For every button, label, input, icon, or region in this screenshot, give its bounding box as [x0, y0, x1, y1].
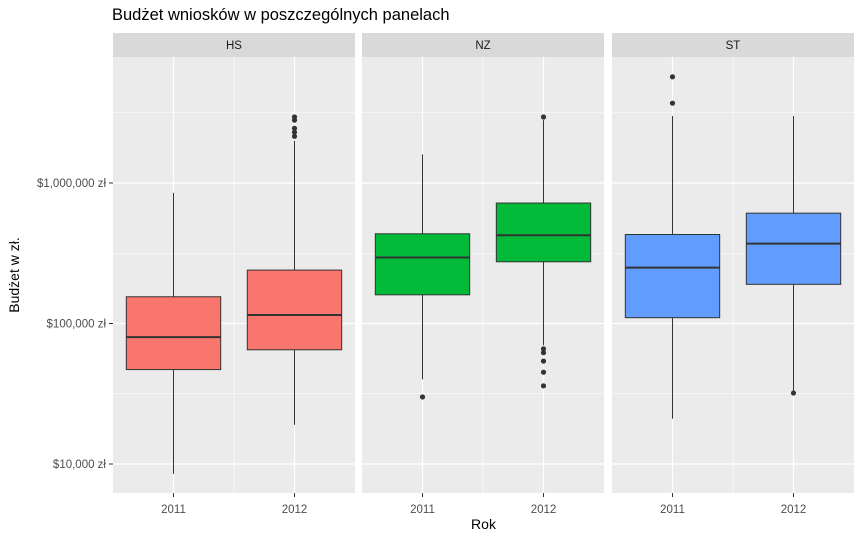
- x-tick-label: 2011: [410, 504, 435, 516]
- box: [745, 212, 842, 285]
- panel-nz: NZ 2011 2012: [362, 33, 604, 516]
- outlier-point: [540, 358, 547, 364]
- outlier-point: [291, 129, 298, 135]
- y-tick-label: $100,000 zł: [47, 319, 107, 331]
- boxplot-2012: [246, 114, 343, 425]
- x-axis-title: Rok: [471, 516, 497, 532]
- outlier-point: [790, 390, 797, 396]
- boxplot-2012: [495, 114, 592, 389]
- outlier-point: [540, 114, 547, 120]
- outlier-point: [669, 74, 676, 80]
- x-tick-label: 2012: [781, 504, 807, 516]
- outlier-point: [540, 383, 547, 389]
- facet-label: HS: [226, 40, 242, 52]
- facet-strip: [362, 33, 604, 57]
- outlier-point: [669, 100, 676, 106]
- outlier-point: [291, 133, 298, 139]
- x-tick-label: 2011: [660, 504, 685, 516]
- outlier-point: [540, 350, 547, 356]
- x-tick-label: 2011: [161, 504, 186, 516]
- outlier-point: [419, 394, 426, 400]
- facet-label: NZ: [475, 40, 490, 52]
- panel-hs: HS 2011 2012: [113, 33, 355, 516]
- box: [495, 202, 592, 263]
- box: [125, 296, 222, 371]
- y-tick-label: $1,000,000 zł: [37, 178, 107, 190]
- facet-strip: [113, 33, 355, 57]
- x-tick-label: 2012: [531, 504, 557, 516]
- box: [374, 233, 471, 296]
- boxplot-2011: [125, 192, 222, 474]
- facet-strip: [612, 33, 854, 57]
- box: [246, 269, 343, 351]
- y-axis-title: Budżet w zł.: [6, 237, 22, 312]
- outlier-point: [540, 346, 547, 352]
- facet-label: ST: [726, 40, 741, 52]
- chart-title: Budżet wniosków w poszczególnych panelac…: [112, 6, 450, 24]
- outlier-point: [291, 125, 298, 131]
- boxplot-2011: [624, 74, 721, 419]
- outlier-point: [540, 369, 547, 375]
- boxplot-2011: [374, 154, 471, 400]
- panel-st: ST 2011 2012: [612, 33, 854, 516]
- boxplot-2012: [745, 115, 842, 396]
- box: [624, 233, 721, 319]
- x-tick-label: 2012: [282, 504, 308, 516]
- y-tick-label: $10,000 zł: [53, 459, 107, 471]
- outlier-point: [291, 114, 298, 120]
